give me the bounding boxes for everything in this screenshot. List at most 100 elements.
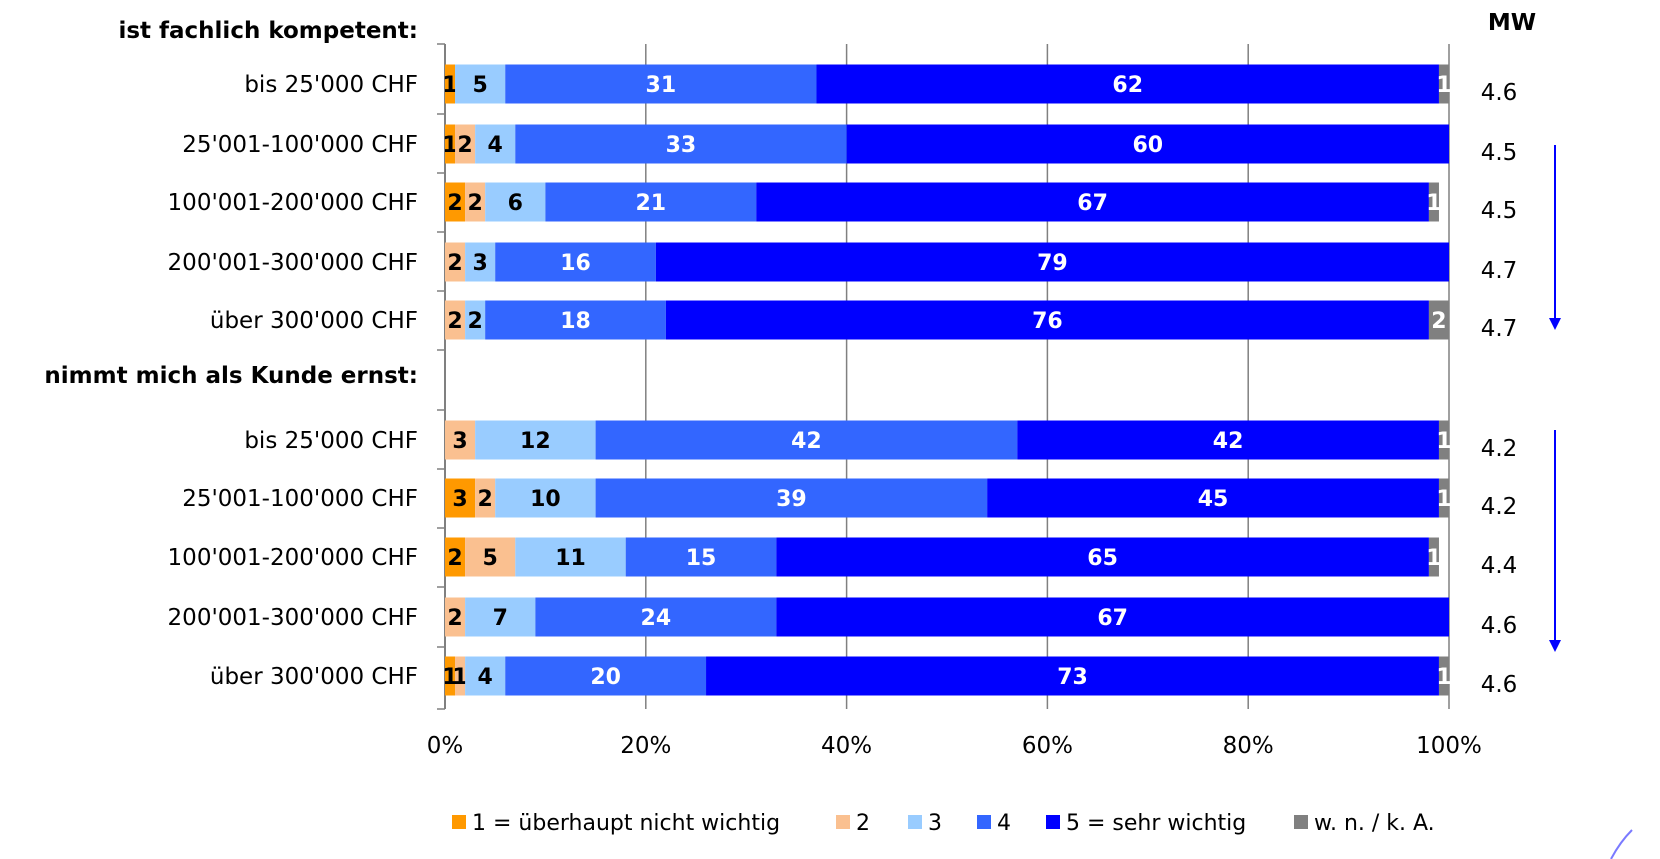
data-label: 2 [478,487,493,512]
bar-segment [495,242,656,282]
bar-segment [445,182,466,222]
data-label: 16 [560,251,591,276]
data-label: 2 [447,546,462,571]
bar-segment [1428,182,1439,222]
legend-label: 5 = sehr wichtig [1066,811,1246,836]
bar-segment [465,182,486,222]
bar-segment [846,124,1449,164]
data-label: 1 [442,73,457,98]
data-label: 1 [442,665,457,690]
data-label: 4 [488,133,503,158]
legend-label: w. n. / k. A. [1314,811,1435,836]
bar-segment [475,124,516,164]
mw-value: 4.6 [1481,672,1518,698]
bar-segment [1438,64,1449,104]
trend-arrow-head [1549,640,1561,652]
bar-segment [465,242,496,282]
data-label: 3 [452,487,467,512]
data-label: 42 [1213,429,1244,454]
bar-segment [445,478,476,518]
bar-segment [445,300,466,340]
mw-value: 4.7 [1481,258,1518,284]
data-label: 2 [447,251,462,276]
data-label: 4 [478,665,493,690]
bar-segment [445,537,466,577]
data-label: 12 [520,429,551,454]
data-label: 45 [1198,487,1229,512]
group-title: ist fachlich kompetent: [118,18,418,44]
data-label: 67 [1097,606,1128,631]
legend-swatch [977,815,991,829]
data-label: 2 [467,191,482,216]
x-tick-label: 80% [1223,733,1274,759]
bar-segment [455,656,466,696]
data-label: 1 [1426,191,1441,216]
bar-segment [776,597,1449,637]
category-label: 25'001-100'000 CHF [182,486,418,512]
category-label: 200'001-300'000 CHF [168,605,418,631]
legend-swatch [1294,815,1308,829]
data-label: 79 [1037,251,1068,276]
data-label: 1 [452,665,467,690]
legend-swatch [452,815,466,829]
bar-segment [515,124,847,164]
bar-segment [515,537,626,577]
bar-segment [465,537,516,577]
legend-label: 4 [997,811,1011,836]
data-label: 39 [776,487,807,512]
data-label: 21 [636,191,667,216]
mw-value: 4.7 [1481,316,1518,342]
bar-segment [505,64,817,104]
data-label: 73 [1057,665,1088,690]
bar-segment [706,656,1439,696]
bar-segment [535,597,777,637]
bar-segment [655,242,1449,282]
bar-segment [1428,300,1449,340]
legend-label: 3 [928,811,942,836]
category-label: bis 25'000 CHF [244,72,418,98]
bar-segment [495,478,596,518]
bar-segment [595,478,988,518]
mw-value: 4.6 [1481,80,1518,106]
category-label: über 300'000 CHF [210,308,418,334]
data-label: 76 [1032,309,1063,334]
data-label: 1 [1436,429,1451,454]
x-tick-label: 100% [1416,733,1482,759]
data-label: 20 [590,665,621,690]
data-label: 2 [467,309,482,334]
bar-segment [1438,478,1449,518]
bar-segment [545,182,757,222]
category-label: 100'001-200'000 CHF [168,190,418,216]
data-label: 2 [457,133,472,158]
legend-swatch [1046,815,1060,829]
data-label: 60 [1132,133,1163,158]
bar-segment [465,300,486,340]
x-tick-label: 0% [427,733,464,759]
bar-segment [1438,420,1449,460]
data-label: 2 [447,191,462,216]
x-tick-label: 60% [1022,733,1073,759]
data-label: 62 [1112,73,1143,98]
legend-swatch [836,815,850,829]
data-label: 3 [452,429,467,454]
bar-segment [465,656,506,696]
mw-value: 4.2 [1481,436,1518,462]
mw-header: MW [1488,10,1536,36]
data-label: 31 [646,73,677,98]
bar-segment [445,242,466,282]
group-title: nimmt mich als Kunde ernst: [44,363,418,389]
data-label: 1 [1436,487,1451,512]
category-label: 25'001-100'000 CHF [182,132,418,158]
bar-segment [445,597,466,637]
legend-label: 2 [856,811,870,836]
bar-segment [475,478,496,518]
data-label: 11 [555,546,586,571]
decorative-stroke [1610,829,1633,859]
bar-segment [445,420,476,460]
bar-segment [776,537,1429,577]
category-label: 200'001-300'000 CHF [168,250,418,276]
data-label: 42 [791,429,822,454]
bar-segment [445,656,456,696]
data-label: 33 [666,133,697,158]
